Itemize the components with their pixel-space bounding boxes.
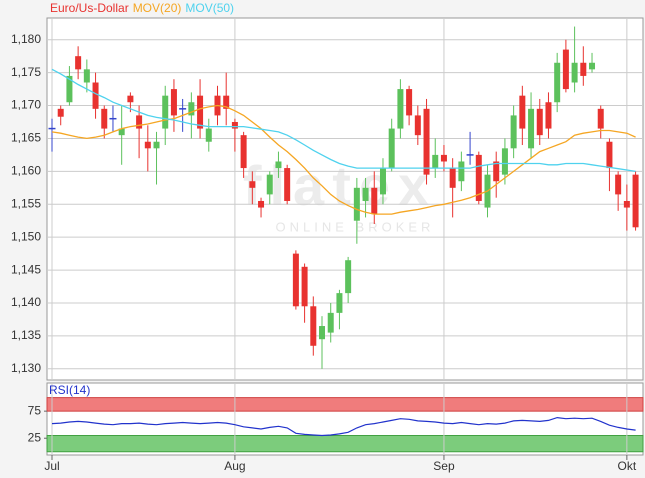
y-tick-label: 1,140 (11, 295, 41, 309)
rsi-line (51, 416, 636, 437)
candle-body (327, 312, 334, 333)
legend-entry: MOV(20) (133, 1, 182, 15)
watermark-tagline: ONLINE BROKER (276, 219, 435, 234)
y-tick-label: 1,155 (11, 196, 41, 210)
candle-body (580, 62, 587, 76)
moving-average-line (51, 68, 636, 173)
candle-body (414, 115, 421, 136)
candle-body (501, 148, 508, 175)
rsi-tick-label: 25 (28, 430, 42, 444)
y-tick-label: 1,145 (11, 262, 41, 276)
moving-average-line (51, 104, 636, 215)
rsi-title: RSI(14) (49, 383, 90, 397)
watermark-logo: flatex (243, 154, 437, 217)
candle-body (223, 95, 230, 109)
candle-body (606, 141, 613, 169)
y-tick-label: 1,180 (11, 32, 41, 46)
candle-body (240, 135, 247, 169)
candle-body (519, 95, 526, 129)
candle-body (162, 95, 169, 129)
rsi-tick-label: 75 (28, 403, 42, 417)
candle-body (153, 141, 160, 149)
candle-body (170, 89, 177, 116)
candle-body (528, 108, 535, 149)
candle-body (379, 168, 386, 195)
candle-body (83, 69, 90, 83)
candle-body (449, 168, 456, 188)
candle-body (589, 62, 596, 70)
candle-body (432, 154, 439, 169)
candle-body (362, 187, 369, 201)
candle-body (266, 174, 273, 195)
candle-body (623, 200, 630, 208)
candle-body (101, 108, 108, 129)
candle-body (57, 108, 64, 117)
candle-body (510, 115, 517, 149)
candle-body (197, 95, 204, 129)
y-tick-label: 1,175 (11, 65, 41, 79)
candle-body (92, 82, 99, 109)
candle-body (275, 161, 282, 169)
candle-body (371, 187, 378, 215)
candle-body (562, 49, 569, 90)
y-tick-label: 1,160 (11, 164, 41, 178)
y-tick-label: 1,170 (11, 98, 41, 112)
y-tick-label: 1,135 (11, 328, 41, 342)
x-tick-label: Okt (618, 459, 637, 473)
candle-body (632, 174, 639, 228)
candle-body (615, 174, 622, 195)
x-tick-label: Sep (433, 459, 455, 473)
candle-body (388, 128, 395, 169)
candle-body (188, 102, 195, 116)
candle-body (406, 89, 413, 116)
candle-body (493, 161, 500, 182)
candle-body (440, 154, 447, 162)
candle-body (458, 161, 465, 182)
candle-body (301, 266, 308, 307)
candle-body (284, 168, 291, 201)
x-tick-label: Aug (224, 459, 245, 473)
candle-body (292, 253, 299, 307)
candle-body (66, 75, 73, 103)
candle-body (345, 260, 352, 294)
candle-body (475, 154, 482, 201)
candle-body (118, 128, 125, 136)
y-tick-label: 1,130 (11, 361, 41, 375)
x-tick-label: Jul (44, 459, 59, 473)
oversold-band (46, 435, 644, 453)
candle-body (597, 108, 604, 129)
candle-body (75, 56, 82, 70)
candle-body (423, 108, 430, 175)
candle-body (336, 293, 343, 313)
candle-body (249, 181, 256, 188)
candle-body (310, 306, 317, 346)
candle-body (536, 108, 543, 136)
candle-body (319, 326, 326, 340)
candle-body (231, 121, 238, 129)
y-tick-label: 1,165 (11, 131, 41, 145)
candle-body (144, 141, 151, 149)
candle-body (205, 128, 212, 142)
candle-body (554, 62, 561, 103)
plot-area (46, 17, 644, 381)
candle-body (545, 102, 552, 129)
candle-body (127, 95, 134, 103)
legend-entry: MOV(50) (185, 1, 234, 15)
candle-body (397, 89, 404, 129)
candle-body (136, 115, 143, 129)
y-tick-label: 1,150 (11, 229, 41, 243)
legend-entry: Euro/Us-Dollar (50, 1, 129, 15)
overbought-band (46, 397, 644, 412)
candle-body (353, 187, 360, 221)
candle-body (571, 62, 578, 83)
candle-body (258, 200, 265, 208)
